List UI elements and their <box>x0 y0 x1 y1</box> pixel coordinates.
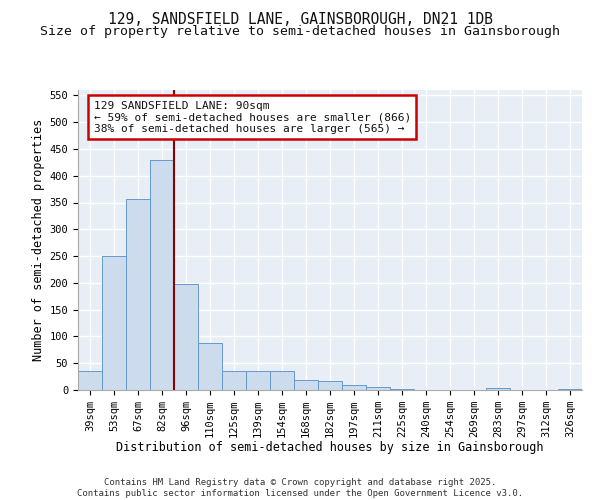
Bar <box>174 284 198 390</box>
Bar <box>342 385 366 390</box>
Bar <box>78 371 102 390</box>
Bar <box>558 389 582 390</box>
Bar <box>198 343 222 390</box>
Text: 129, SANDSFIELD LANE, GAINSBOROUGH, DN21 1DB: 129, SANDSFIELD LANE, GAINSBOROUGH, DN21… <box>107 12 493 28</box>
Bar <box>222 371 246 390</box>
Bar <box>486 388 510 390</box>
Y-axis label: Number of semi-detached properties: Number of semi-detached properties <box>32 119 46 361</box>
Text: Contains HM Land Registry data © Crown copyright and database right 2025.
Contai: Contains HM Land Registry data © Crown c… <box>77 478 523 498</box>
Bar <box>102 256 126 390</box>
Bar <box>150 160 174 390</box>
Bar <box>246 371 270 390</box>
Text: 129 SANDSFIELD LANE: 90sqm
← 59% of semi-detached houses are smaller (866)
38% o: 129 SANDSFIELD LANE: 90sqm ← 59% of semi… <box>94 100 411 134</box>
Bar <box>390 389 414 390</box>
X-axis label: Distribution of semi-detached houses by size in Gainsborough: Distribution of semi-detached houses by … <box>116 442 544 454</box>
Bar <box>366 387 390 390</box>
Text: Size of property relative to semi-detached houses in Gainsborough: Size of property relative to semi-detach… <box>40 25 560 38</box>
Bar <box>294 380 318 390</box>
Bar <box>126 198 150 390</box>
Bar <box>270 371 294 390</box>
Bar <box>318 382 342 390</box>
